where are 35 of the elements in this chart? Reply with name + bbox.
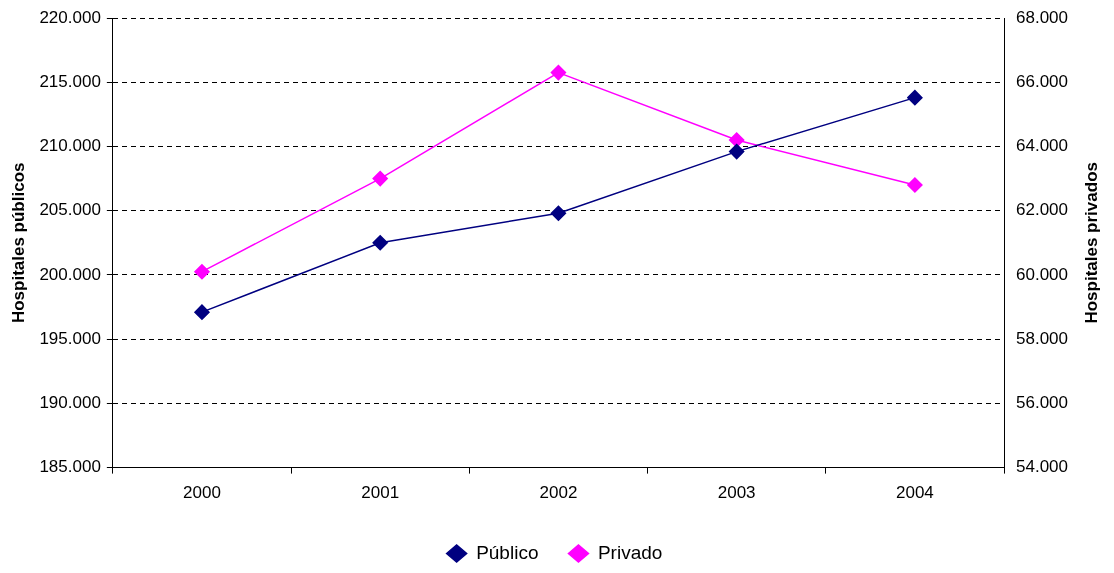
point — [372, 235, 388, 251]
y2-tick-label: 62.000 — [1016, 200, 1068, 220]
y2-tick-label: 56.000 — [1016, 393, 1068, 413]
y-axis-title: Hospitales públicos — [8, 162, 28, 324]
x-tick-label: 2004 — [895, 483, 934, 503]
y-tick-label: 190.000 — [39, 393, 101, 413]
y2-tick-label: 66.000 — [1016, 71, 1068, 91]
y-tick-label: 205.000 — [39, 200, 101, 220]
y-tick-label: 215.000 — [39, 71, 101, 91]
legend-label: Público — [476, 541, 539, 563]
y2-axis-title: Hospitales privados — [1081, 162, 1101, 324]
point — [907, 177, 923, 193]
y2-tick-label: 68.000 — [1016, 7, 1068, 27]
y2-tick-label: 64.000 — [1016, 136, 1068, 156]
point — [907, 89, 923, 106]
y2-tick-label: 54.000 — [1016, 457, 1068, 477]
legend-label: Privado — [597, 541, 663, 563]
x-tick-label: 2003 — [717, 483, 756, 503]
x-tick-label: 2001 — [361, 483, 400, 503]
point — [728, 132, 745, 148]
y-tick-label: 185.000 — [39, 457, 101, 477]
point — [194, 304, 210, 320]
x-tick-label: 2002 — [539, 483, 578, 503]
y-tick-label: 220.000 — [39, 7, 101, 27]
point — [728, 143, 745, 160]
point — [550, 205, 567, 222]
y-tick-label: 200.000 — [39, 264, 101, 284]
y2-tick-label: 60.000 — [1016, 264, 1068, 284]
x-tick-label: 2000 — [183, 483, 221, 503]
y-tick-label: 210.000 — [39, 136, 101, 156]
point — [194, 263, 210, 280]
y-tick-label: 195.000 — [39, 328, 101, 348]
y2-tick-label: 58.000 — [1016, 328, 1068, 348]
point — [550, 64, 567, 81]
point — [372, 170, 388, 187]
